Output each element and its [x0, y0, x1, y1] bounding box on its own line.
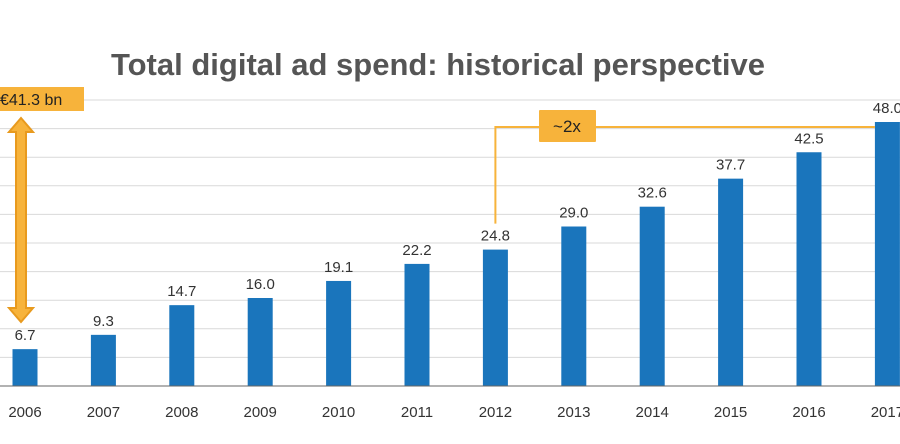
bar: [718, 178, 744, 386]
growth-range-callout: €41.3 bn: [0, 87, 84, 324]
growth-range-label: €41.3 bn: [0, 92, 62, 109]
x-tick-label: 2017: [871, 404, 900, 421]
bar-value-label: 19.1: [324, 259, 353, 276]
bar-value-label: 24.8: [481, 228, 510, 245]
bar-value-label: 42.5: [794, 130, 823, 147]
bar: [12, 349, 38, 386]
x-tick-label: 2007: [87, 404, 120, 421]
bar: [874, 122, 900, 386]
bar: [796, 152, 822, 386]
bar-value-label: 48.0: [873, 100, 900, 117]
bar: [482, 249, 508, 386]
chart-title: Total digital ad spend: historical persp…: [111, 47, 765, 82]
doubling-label-box: [539, 110, 596, 142]
doubling-connector: [494, 126, 875, 224]
bar-value-label: 16.0: [246, 276, 275, 293]
x-tick-label: 2012: [479, 404, 512, 421]
bar-value-label: 6.7: [15, 327, 36, 344]
double-arrow-icon: [6, 116, 36, 324]
x-tick-label: 2008: [165, 404, 198, 421]
bar: [169, 305, 195, 386]
bar-value-label: 29.0: [559, 205, 588, 222]
value-labels: 6.7 9.3 14.7 16.0 19.1 22.2 24.8 29.0 32.6 37.7 42…: [15, 100, 900, 344]
x-tick-label: 2006: [8, 404, 41, 421]
bar-value-label: 14.7: [167, 283, 196, 300]
x-axis-ticks: 2006 2007 2008 2009 2010 2011 2012 2013 2014 2015…: [8, 404, 900, 421]
bar: [404, 263, 430, 386]
x-tick-label: 2013: [557, 404, 590, 421]
bar-value-label: 32.6: [638, 185, 667, 202]
x-tick-label: 2016: [792, 404, 825, 421]
bar-value-label: 9.3: [93, 313, 114, 330]
bar: [90, 334, 116, 386]
bar: [247, 298, 273, 386]
doubling-callout: ~2x: [494, 110, 875, 224]
x-tick-label: 2015: [714, 404, 747, 421]
doubling-label: ~2x: [553, 117, 581, 136]
x-tick-label: 2014: [636, 404, 669, 421]
bar-value-label: 22.2: [402, 242, 431, 259]
bars: [12, 122, 900, 386]
bar-value-label: 37.7: [716, 157, 745, 174]
growth-range-label-box: [0, 87, 84, 111]
bar: [326, 280, 352, 386]
x-tick-label: 2011: [401, 404, 433, 421]
bar: [639, 206, 665, 386]
bar: [561, 226, 587, 386]
x-tick-label: 2009: [244, 404, 277, 421]
x-tick-label: 2010: [322, 404, 355, 421]
annotations: ~2x €41.3 bn: [0, 87, 875, 324]
gridlines: [0, 99, 900, 387]
